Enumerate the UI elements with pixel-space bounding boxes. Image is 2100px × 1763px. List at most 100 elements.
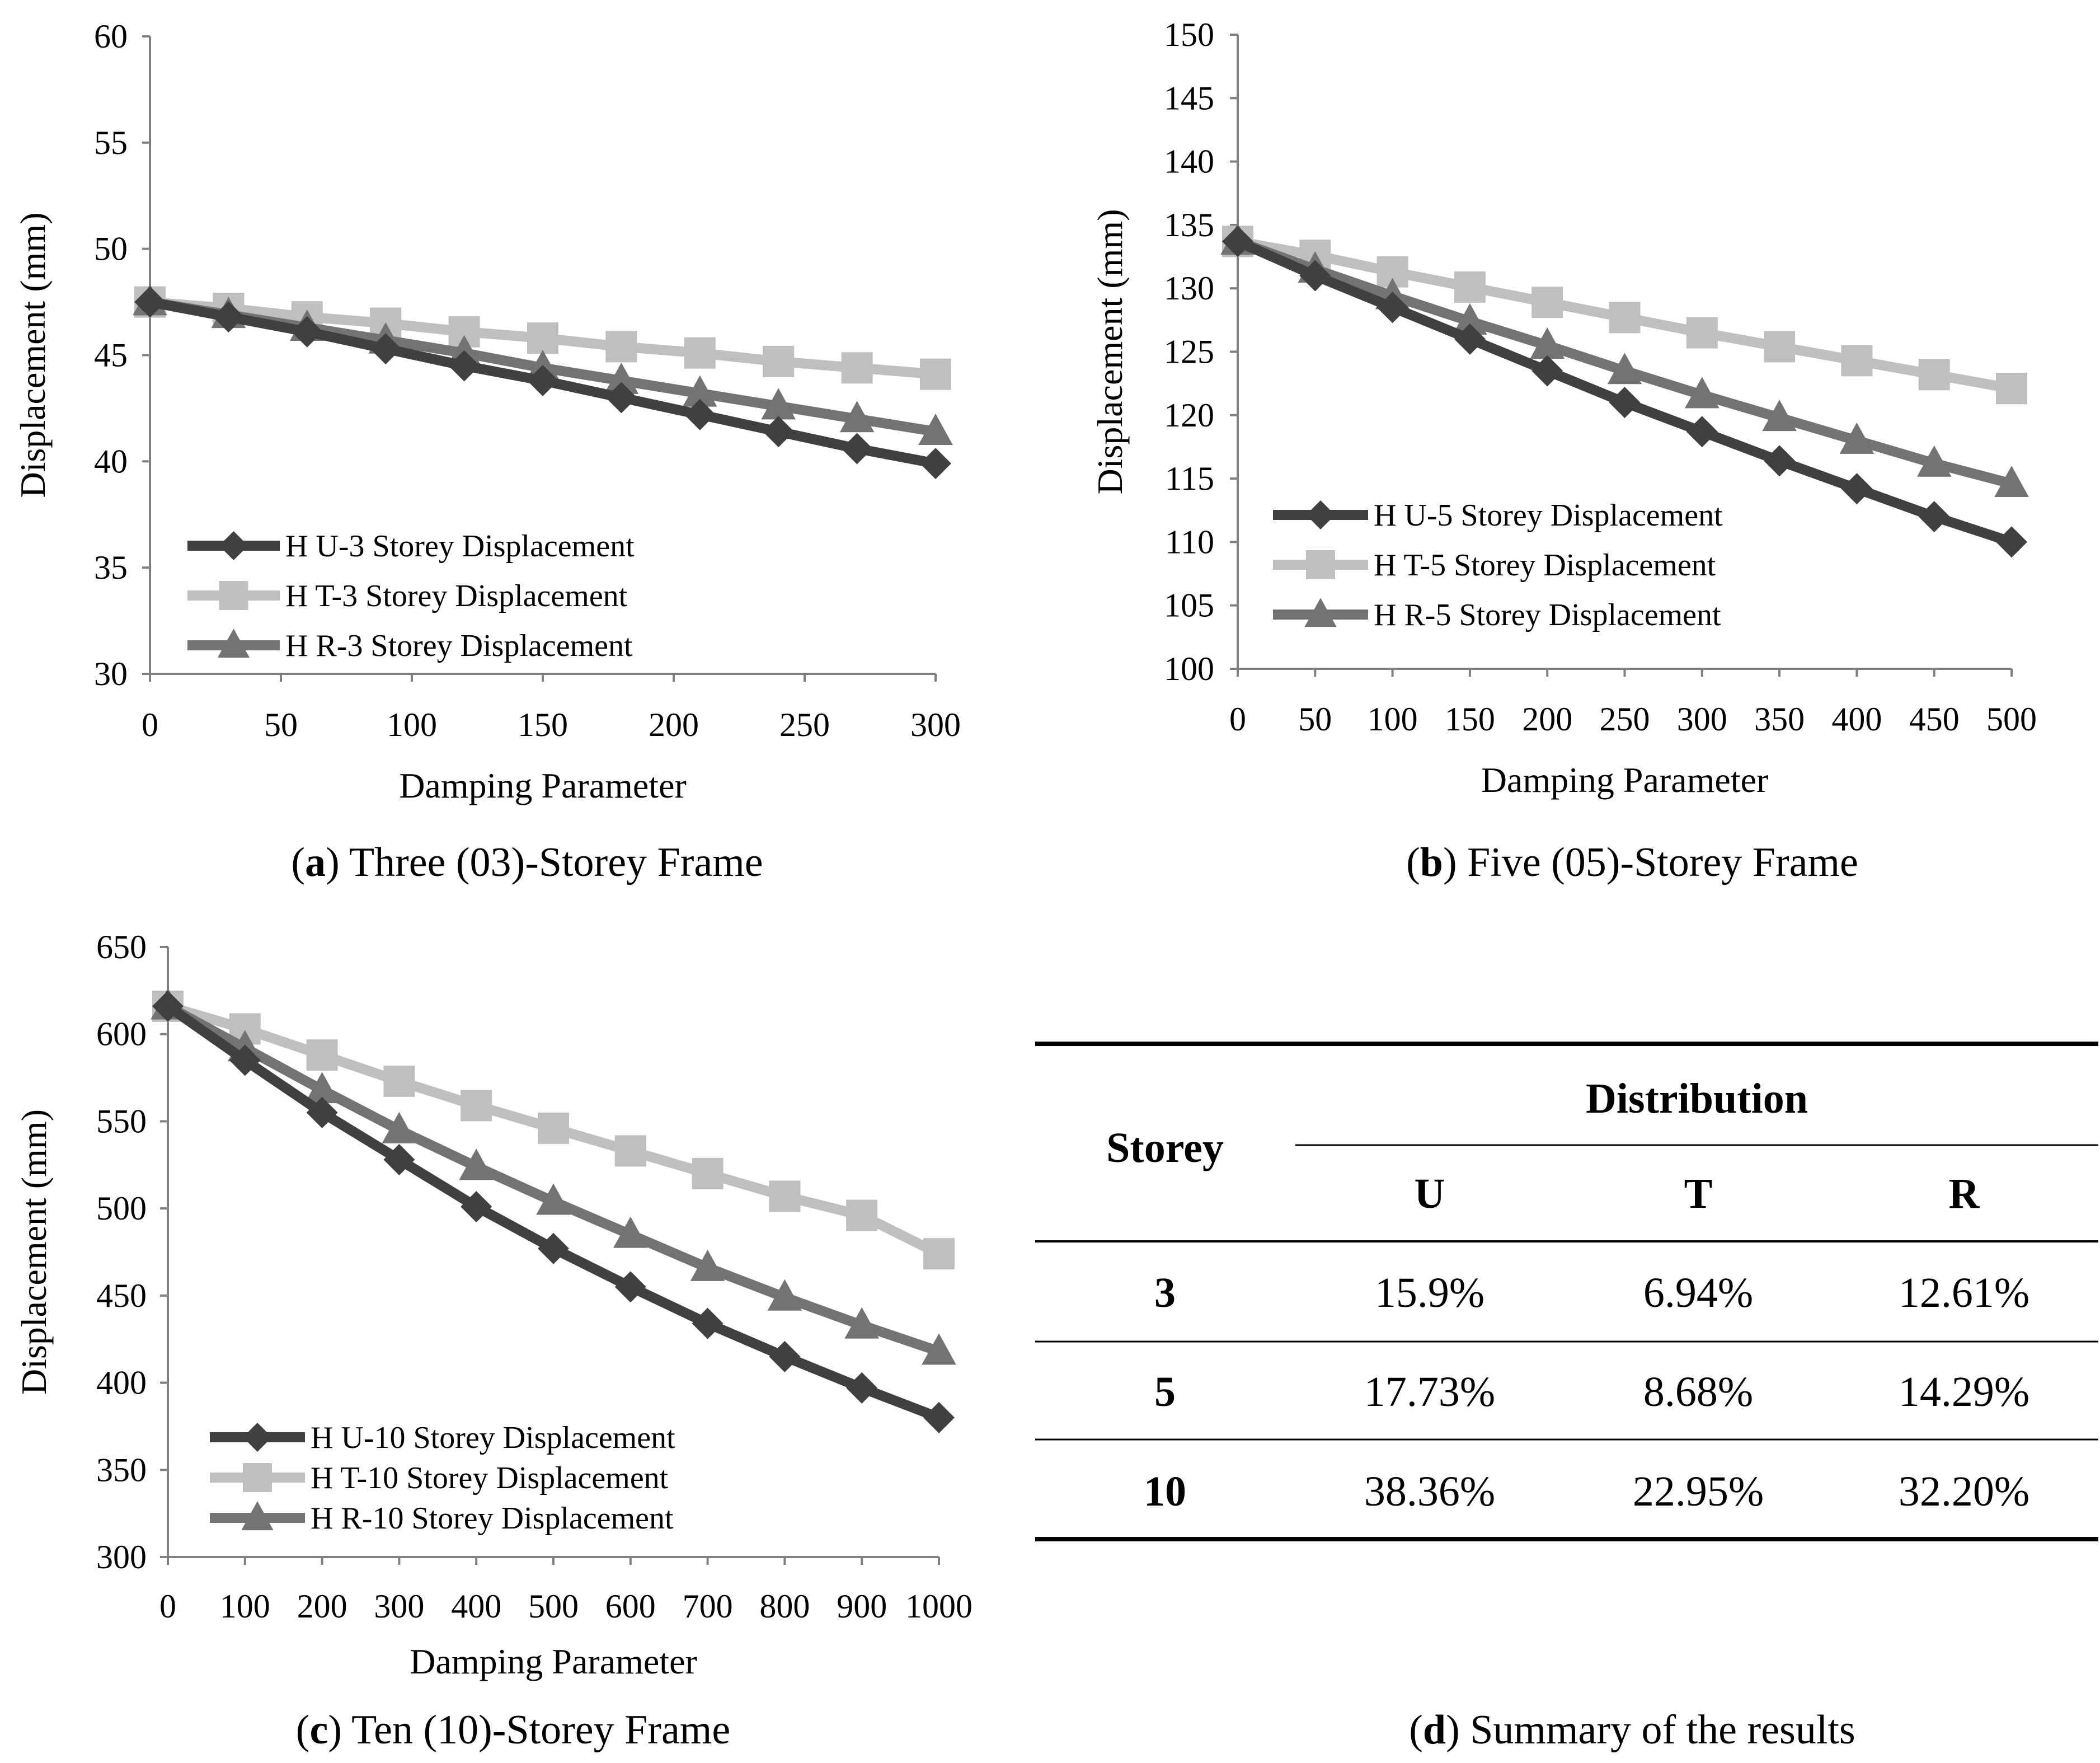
data-point-T (920, 358, 951, 390)
caption-letter: b (1420, 840, 1443, 885)
data-point-T (692, 1157, 724, 1189)
legend-label-U: H U-3 Storey Displacement (285, 529, 635, 564)
data-point-U (1686, 416, 1718, 448)
chart-a: 30 35 40 45 50 55 60 0 50 100 150 200 250 300 Damping … (13, 18, 961, 885)
data-point-R (839, 401, 875, 433)
data-point-R (1916, 445, 1952, 477)
y-tick-label: 115 (1165, 460, 1214, 497)
data-point-U (614, 1271, 646, 1303)
x-tick-label: 200 (1522, 701, 1572, 738)
data-point-U (527, 365, 558, 397)
x-tick-label: 300 (1677, 701, 1727, 738)
y-tick-label: 60 (94, 18, 128, 55)
data-point-R (844, 1307, 879, 1339)
table-cell: 12.61% (1899, 1269, 2029, 1316)
x-tick-label: 400 (451, 1588, 501, 1625)
y-tick-label: 500 (96, 1190, 147, 1227)
y-tick-label: 135 (1164, 207, 1214, 243)
table-cell: 15.9% (1375, 1269, 1484, 1316)
x-tick-label: 250 (779, 706, 830, 743)
table-row-storey: 10 (1144, 1468, 1186, 1515)
data-point-U (383, 1143, 415, 1175)
data-point-R (459, 1148, 494, 1180)
x-tick-label: 350 (1754, 701, 1805, 738)
data-point-U (605, 382, 637, 414)
data-point-T (923, 1238, 955, 1270)
chart-b: 100 105 110 115 120 125 130 135 140 145 150 0 50 100 1… (1090, 16, 2037, 885)
data-point-U (841, 433, 873, 465)
legend-label-R: H R-10 Storey Displacement (311, 1501, 674, 1536)
table-cell: 8.68% (1643, 1368, 1753, 1415)
data-point-R (761, 388, 796, 420)
y-tick-label: 125 (1164, 334, 1214, 371)
data-point-T (306, 1039, 338, 1071)
y-tick-label: 120 (1164, 397, 1214, 434)
data-point-R (1453, 303, 1487, 335)
table-group-header: Distribution (1586, 1075, 1808, 1122)
chart-b-x-axis-title: Damping Parameter (1481, 760, 1769, 800)
table-cell: 6.94% (1643, 1269, 1753, 1316)
data-point-U (920, 448, 951, 480)
data-point-U (763, 416, 795, 448)
table-cell: 38.36% (1364, 1468, 1495, 1515)
data-point-U (448, 350, 480, 382)
data-point-U (152, 990, 184, 1022)
chart-a-x-axis-title: Damping Parameter (399, 766, 687, 805)
data-point-T (1454, 271, 1486, 303)
caption-d: (d) Summary of the results (1409, 1707, 1855, 1753)
table-row-storey: 3 (1154, 1269, 1176, 1316)
data-point-U (1454, 323, 1486, 355)
x-tick-label: 150 (518, 706, 568, 743)
table-cell: 17.73% (1364, 1368, 1495, 1415)
x-tick-label: 200 (649, 706, 699, 743)
caption-text: Five (05)-Storey Frame (1457, 840, 1858, 885)
data-point-R (536, 1183, 571, 1215)
caption-a: (a) Three (03)-Storey Frame (291, 840, 763, 885)
legend-marker-U (219, 531, 248, 560)
x-tick-label: 0 (1229, 701, 1246, 738)
caption-c: (c) Ten (10)-Storey Frame (296, 1707, 730, 1753)
legend-label-T: H T-5 Storey Displacement (1374, 548, 1716, 583)
data-point-U (1222, 226, 1253, 257)
x-tick-label: 250 (1600, 701, 1650, 738)
x-tick-label: 800 (759, 1588, 810, 1625)
data-point-U (1609, 387, 1641, 419)
legend-marker-U (1306, 500, 1335, 529)
y-tick-label: 55 (94, 124, 128, 161)
data-point-T (605, 331, 637, 363)
data-point-R (1530, 327, 1565, 359)
x-tick-label: 600 (605, 1588, 656, 1625)
data-point-R (613, 1216, 648, 1248)
caption-paren-close: ) (326, 840, 340, 885)
x-tick-label: 0 (142, 706, 158, 743)
legend-marker-R (241, 1501, 274, 1531)
table-col-header-R: R (1949, 1170, 1980, 1217)
legend-marker-R (217, 629, 250, 658)
table-col-header-U: U (1415, 1170, 1445, 1217)
chart-b-y-axis-title: Displacement (mm) (1090, 209, 1130, 494)
x-tick-label: 500 (1986, 701, 2037, 738)
y-tick-label: 600 (96, 1016, 147, 1053)
legend-label-R: H R-5 Storey Displacement (1374, 598, 1721, 632)
table-cell: 32.20% (1899, 1468, 2029, 1515)
chart-c-y-axis-title: Displacement (mm) (14, 1109, 54, 1395)
summary-table: Distribution Storey U T R 3 15.9% 6.94% 12.61% 5 1… (1035, 1042, 2098, 1753)
legend-marker-R (1304, 598, 1337, 627)
data-point-T (1686, 317, 1718, 349)
x-tick-label: 300 (910, 706, 961, 743)
data-point-U (291, 316, 323, 348)
data-point-U (923, 1401, 955, 1433)
y-tick-label: 45 (94, 337, 128, 374)
data-point-T (841, 352, 873, 384)
data-point-R (767, 1279, 802, 1311)
table-row-storey: 5 (1154, 1368, 1176, 1415)
data-point-R (918, 413, 953, 445)
data-point-T (527, 322, 558, 354)
data-point-R (922, 1333, 956, 1365)
legend-label-T: H T-10 Storey Displacement (311, 1461, 669, 1495)
y-tick-label: 350 (96, 1451, 147, 1488)
x-tick-label: 50 (264, 706, 298, 743)
data-point-T (1841, 345, 1873, 377)
data-point-R (304, 1072, 340, 1104)
